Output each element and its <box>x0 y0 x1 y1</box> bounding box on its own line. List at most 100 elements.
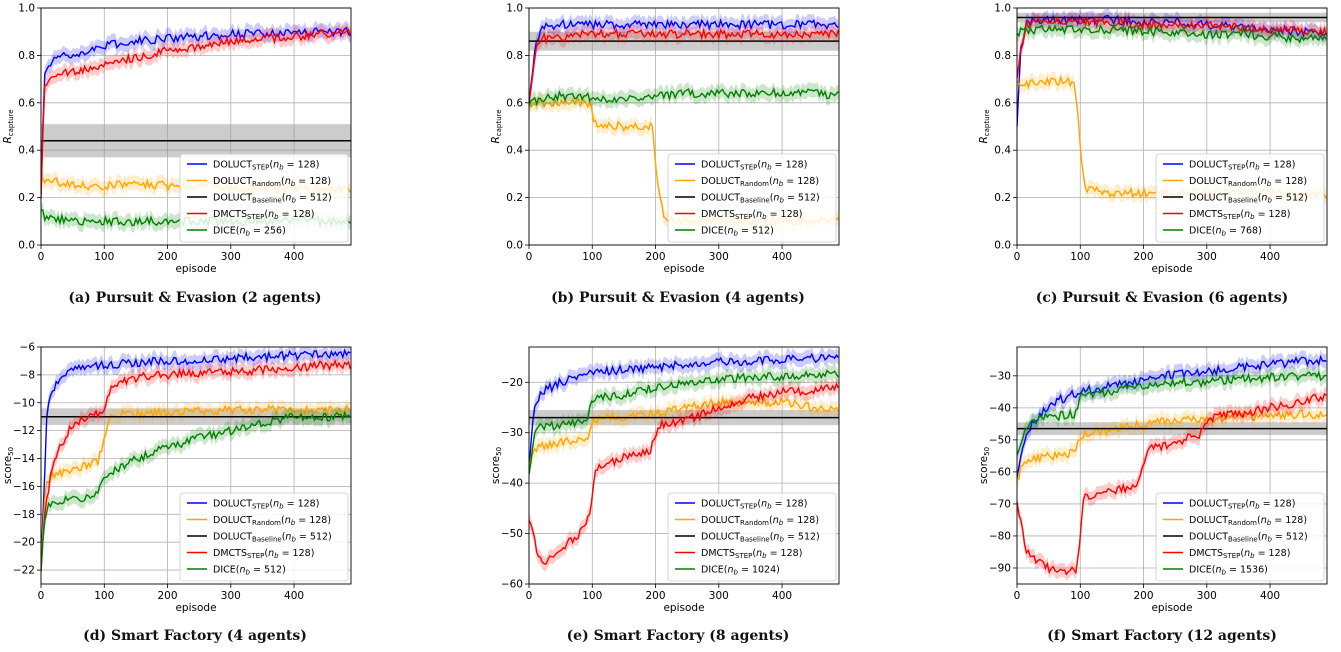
series-line <box>1017 370 1327 456</box>
y-tick-label: 0.0 <box>506 240 523 252</box>
chart-panel-a: 0 100 200 300 400 0.0 0.2 0.4 0.6 0.8 1.0 episode Rc… <box>2 3 352 275</box>
series-line <box>529 18 839 105</box>
series-band <box>41 405 351 578</box>
y-tick-label: 0.4 <box>18 145 35 157</box>
y-tick-label: 0.4 <box>506 145 523 157</box>
legend-label: DOLUCTSTEP(nb = 128) <box>1189 499 1295 511</box>
x-tick-label: 0 <box>38 251 45 263</box>
x-tick-label: 400 <box>772 251 792 263</box>
axes-frame <box>528 7 840 246</box>
y-axis-label: score50 <box>978 447 991 484</box>
legend-label: DOLUCTBaseline(nb = 512) <box>701 532 820 544</box>
series-line <box>1017 409 1327 480</box>
x-tick-label: 0 <box>526 251 533 263</box>
series-line <box>41 359 351 572</box>
x-tick-label: 200 <box>158 251 178 263</box>
series-line <box>1017 354 1327 478</box>
y-tick-label: −50 <box>989 434 1011 446</box>
legend-label: DICE(nb = 512) <box>701 226 774 238</box>
x-tick-label: 0 <box>38 590 45 602</box>
y-tick-label: −30 <box>501 427 523 439</box>
y-tick-label: 0.2 <box>994 192 1011 204</box>
y-axis-label: Rcapture <box>978 109 991 143</box>
y-tick-label: 0.6 <box>18 97 35 109</box>
axes-frame <box>40 7 352 246</box>
legend-box <box>179 153 349 243</box>
plot-area <box>1017 349 1327 582</box>
legend: DOLUCTSTEP(nb = 128) DOLUCTRandom(nb = 12… <box>667 153 837 243</box>
x-tick-label: 200 <box>646 251 666 263</box>
chart-panel-f: 0 100 200 300 400 −90 −80 −70 −60 −50 −40 −30 episod… <box>978 346 1328 614</box>
caption-c: (c) Pursuit & Evasion (6 agents) <box>1035 290 1289 306</box>
legend: DOLUCTSTEP(nb = 128) DOLUCTRandom(nb = 12… <box>1155 153 1325 243</box>
y-tick-label: −90 <box>989 562 1011 574</box>
x-axis-label: episode <box>1151 602 1192 614</box>
series-line <box>529 382 839 565</box>
chart-panel-b: 0 100 200 300 400 0.0 0.2 0.4 0.6 0.8 1.0 episode Rc… <box>490 3 840 275</box>
x-tick-label: 400 <box>1260 590 1280 602</box>
legend-label: DICE(nb = 768) <box>1189 226 1262 238</box>
x-tick-label: 200 <box>646 590 666 602</box>
legend-label: DOLUCTRandom(nb = 128) <box>701 176 819 188</box>
x-tick-label: 300 <box>709 251 729 263</box>
series-band <box>529 81 839 113</box>
series-line <box>529 395 839 470</box>
y-tick-label: 0.8 <box>994 50 1011 62</box>
plot-area <box>41 347 351 579</box>
y-axis-label: Rcapture <box>490 109 503 143</box>
x-axis-label: episode <box>663 602 704 614</box>
series-line <box>1017 24 1327 44</box>
series-line <box>1017 14 1327 128</box>
x-tick-label: 200 <box>1134 590 1154 602</box>
x-tick-label: 200 <box>158 590 178 602</box>
y-tick-label: 1.0 <box>506 3 523 15</box>
chart-panel-d: 0 100 200 300 400 −22 −20 −18 −16 −14 −12 −10 −8 −6 ep… <box>2 342 352 614</box>
legend: DOLUCTSTEP(nb = 128) DOLUCTRandom(nb = 12… <box>179 492 349 582</box>
x-tick-label: 400 <box>284 251 304 263</box>
legend-label: DOLUCTSTEP(nb = 128) <box>701 499 807 511</box>
series-line <box>529 87 839 107</box>
series-line <box>529 27 839 101</box>
axes-frame <box>1016 346 1328 585</box>
y-tick-label: −16 <box>13 481 35 493</box>
series-band <box>529 391 839 477</box>
y-tick-label: −30 <box>989 370 1011 382</box>
legend-box <box>1155 153 1325 243</box>
y-tick-label: −10 <box>13 397 35 409</box>
y-axis-label: score50 <box>490 447 503 484</box>
plot-area <box>529 347 839 572</box>
legend-label: DICE(nb = 1024) <box>701 565 780 577</box>
legend-label: DMCTSSTEP(nb = 128) <box>213 548 314 560</box>
axes-frame <box>528 346 840 585</box>
chart-panel-c: 0 100 200 300 400 0.0 0.2 0.4 0.6 0.8 1.0 episode Rc… <box>978 3 1328 275</box>
y-tick-label: 0.6 <box>994 97 1011 109</box>
y-tick-label: −20 <box>501 377 523 389</box>
series-line <box>529 352 839 474</box>
legend-label: DOLUCTBaseline(nb = 512) <box>213 532 332 544</box>
series-line <box>41 26 351 195</box>
x-tick-label: 300 <box>221 590 241 602</box>
y-tick-label: −40 <box>989 402 1011 414</box>
x-tick-label: 0 <box>1014 251 1021 263</box>
legend-box <box>667 492 837 582</box>
legend-label: DOLUCTRandom(nb = 128) <box>1189 176 1307 188</box>
series-line <box>41 348 351 569</box>
series-line <box>41 410 351 571</box>
y-axis-label: Rcapture <box>2 109 15 143</box>
legend-label: DICE(nb = 256) <box>213 226 286 238</box>
series-line <box>1017 392 1327 576</box>
y-tick-label: −50 <box>501 528 523 540</box>
y-axis-label: score50 <box>2 447 15 484</box>
x-tick-label: 300 <box>221 251 241 263</box>
y-tick-label: −12 <box>13 425 35 437</box>
caption-f: (f) Smart Factory (12 agents) <box>1047 628 1277 644</box>
x-axis-label: episode <box>175 263 216 275</box>
legend-label: DMCTSSTEP(nb = 128) <box>1189 209 1290 221</box>
series-line <box>529 369 839 474</box>
series-band <box>529 363 839 481</box>
y-tick-label: 1.0 <box>18 3 35 15</box>
legend-label: DMCTSSTEP(nb = 128) <box>701 548 802 560</box>
y-tick-label: −60 <box>989 466 1011 478</box>
series-band <box>1017 349 1327 485</box>
